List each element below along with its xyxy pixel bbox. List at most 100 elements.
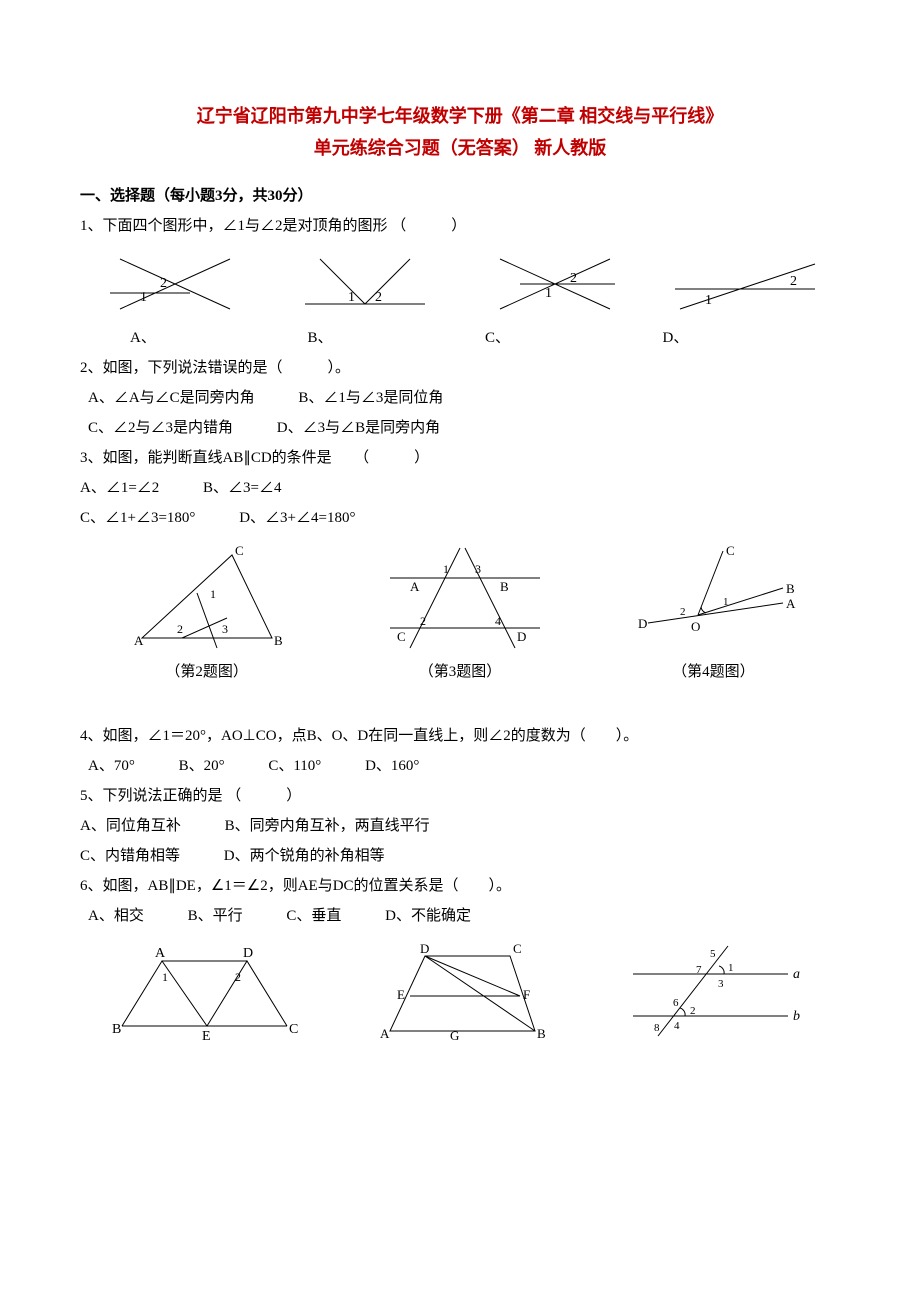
svg-text:E: E — [202, 1029, 211, 1041]
figure-row-234: A B C 1 2 3 （第2题图） A B C D 1 3 2 4 （第3题图… — [80, 543, 840, 687]
svg-text:6: 6 — [673, 997, 679, 1009]
q1-fig-a: 1 2 — [80, 249, 270, 319]
fig-q2: A B C 1 2 3 （第2题图） — [80, 543, 333, 687]
svg-text:F: F — [523, 987, 530, 1002]
q6-opt-b: B、平行 — [188, 901, 243, 931]
svg-text:B: B — [112, 1022, 121, 1037]
q1-text: 1、下面四个图形中，∠1与∠2是对顶角的图形 （ ） — [80, 211, 840, 241]
svg-text:2: 2 — [235, 970, 241, 984]
svg-text:1: 1 — [348, 290, 355, 305]
svg-text:C: C — [513, 941, 522, 956]
fig-q3: A B C D 1 3 2 4 （第3题图） — [333, 543, 586, 687]
svg-text:1: 1 — [705, 293, 712, 308]
q5-opt-c: C、内错角相等 — [80, 841, 180, 871]
svg-text:2: 2 — [680, 606, 686, 618]
q2-opt-c: C、∠2与∠3是内错角 — [88, 413, 233, 443]
svg-text:B: B — [786, 581, 795, 596]
q1-opt-d: D、 — [633, 323, 811, 353]
svg-text:2: 2 — [570, 271, 577, 286]
svg-text:3: 3 — [222, 622, 228, 636]
q4-text: 4、如图，∠1＝20°，AO⊥CO，点B、O、D在同一直线上，则∠2的度数为（ … — [80, 721, 840, 751]
fig-cap-3: （第3题图） — [333, 657, 586, 687]
title-line-1: 辽宁省辽阳市第九中学七年级数学下册《第二章 相交线与平行线》 — [80, 100, 840, 132]
q6-text: 6、如图，AB∥DE，∠1＝∠2，则AE与DC的位置关系是（ ）。 — [80, 871, 840, 901]
q3-text: 3、如图，能判断直线AB∥CD的条件是 （ ） — [80, 443, 840, 473]
q2-opt-d: D、∠3与∠B是同旁内角 — [277, 413, 440, 443]
svg-text:1: 1 — [162, 970, 168, 984]
q1-fig-b: 1 2 — [270, 249, 460, 319]
doc-title: 辽宁省辽阳市第九中学七年级数学下册《第二章 相交线与平行线》 单元练综合习题（无… — [80, 100, 840, 165]
q6-opt-a: A、相交 — [88, 901, 144, 931]
svg-text:D: D — [517, 629, 526, 644]
q6-opt-d: D、不能确定 — [385, 901, 471, 931]
svg-text:1: 1 — [728, 962, 734, 974]
svg-text:D: D — [243, 946, 253, 961]
q3-opt-b: B、∠3=∠4 — [203, 473, 281, 503]
q6-opts: A、相交 B、平行 C、垂直 D、不能确定 — [80, 901, 840, 931]
q1-fig-c: 1 2 — [460, 249, 650, 319]
q5-opts-1: A、同位角互补 B、同旁内角互补，两直线平行 — [80, 811, 840, 841]
fig-cap-4: （第4题图） — [587, 657, 840, 687]
svg-text:E: E — [397, 987, 405, 1002]
q5-opt-d: D、两个锐角的补角相等 — [224, 841, 385, 871]
svg-text:A: A — [786, 596, 796, 611]
svg-text:O: O — [691, 619, 700, 634]
svg-text:2: 2 — [420, 614, 426, 628]
q5-opts-2: C、内错角相等 D、两个锐角的补角相等 — [80, 841, 840, 871]
svg-text:2: 2 — [160, 276, 167, 291]
svg-text:B: B — [274, 633, 283, 648]
q5-opt-a: A、同位角互补 — [80, 811, 181, 841]
svg-text:1: 1 — [210, 587, 216, 601]
svg-text:7: 7 — [696, 964, 702, 976]
svg-text:b: b — [793, 1009, 800, 1024]
svg-text:4: 4 — [495, 614, 501, 628]
q6-opt-c: C、垂直 — [286, 901, 341, 931]
svg-text:1: 1 — [545, 286, 552, 301]
q1-figures: 1 2 1 2 1 2 1 2 — [80, 249, 840, 319]
figure-row-678: A D B E C 1 2 D C E F A G B a — [80, 941, 840, 1041]
fig-q4: D B A C O 1 2 （第4题图） — [587, 543, 840, 687]
q1-opt-a: A、 — [100, 323, 278, 353]
q4-opt-b: B、20° — [179, 751, 225, 781]
svg-text:C: C — [289, 1022, 298, 1037]
svg-text:C: C — [235, 543, 244, 558]
q4-opt-c: C、110° — [268, 751, 321, 781]
svg-text:A: A — [410, 579, 420, 594]
svg-text:2: 2 — [177, 622, 183, 636]
svg-text:1: 1 — [140, 290, 147, 305]
q2-text: 2、如图，下列说法错误的是（ ）。 — [80, 353, 840, 383]
svg-text:a: a — [793, 967, 800, 982]
section-heading: 一、选择题（每小题3分，共30分） — [80, 181, 840, 211]
title-line-2: 单元练综合习题（无答案） 新人教版 — [80, 132, 840, 164]
fig-q6: A D B E C 1 2 — [80, 941, 333, 1041]
fig-q8: a b 5 1 7 3 6 2 4 8 — [587, 941, 840, 1041]
fig-cap-2: （第2题图） — [80, 657, 333, 687]
q1-opt-c: C、 — [455, 323, 633, 353]
q5-opt-b: B、同旁内角互补，两直线平行 — [225, 811, 430, 841]
fig-q7: D C E F A G B — [333, 941, 586, 1041]
q5-text: 5、下列说法正确的是 （ ） — [80, 781, 840, 811]
q4-opts: A、70° B、20° C、110° D、160° — [80, 751, 840, 781]
svg-text:D: D — [638, 616, 647, 631]
q3-opt-d: D、∠3+∠4=180° — [239, 503, 355, 533]
svg-text:3: 3 — [475, 562, 481, 576]
q2-opts-2: C、∠2与∠3是内错角 D、∠3与∠B是同旁内角 — [80, 413, 840, 443]
svg-text:D: D — [420, 941, 429, 956]
svg-text:2: 2 — [690, 1005, 696, 1017]
svg-text:4: 4 — [674, 1020, 680, 1032]
svg-text:A: A — [134, 633, 144, 648]
q4-opt-d: D、160° — [365, 751, 419, 781]
q3-opt-c: C、∠1+∠3=180° — [80, 503, 195, 533]
q1-fig-d: 1 2 — [650, 249, 840, 319]
q4-opt-a: A、70° — [88, 751, 135, 781]
q2-opts-1: A、∠A与∠C是同旁内角 B、∠1与∠3是同位角 — [80, 383, 840, 413]
svg-text:2: 2 — [375, 290, 382, 305]
q2-opt-a: A、∠A与∠C是同旁内角 — [88, 383, 255, 413]
svg-text:3: 3 — [718, 978, 724, 990]
q2-opt-b: B、∠1与∠3是同位角 — [298, 383, 443, 413]
q3-opt-a: A、∠1=∠2 — [80, 473, 159, 503]
svg-text:A: A — [380, 1026, 390, 1041]
svg-text:1: 1 — [443, 562, 449, 576]
svg-text:A: A — [155, 946, 166, 961]
q1-opt-b: B、 — [278, 323, 456, 353]
